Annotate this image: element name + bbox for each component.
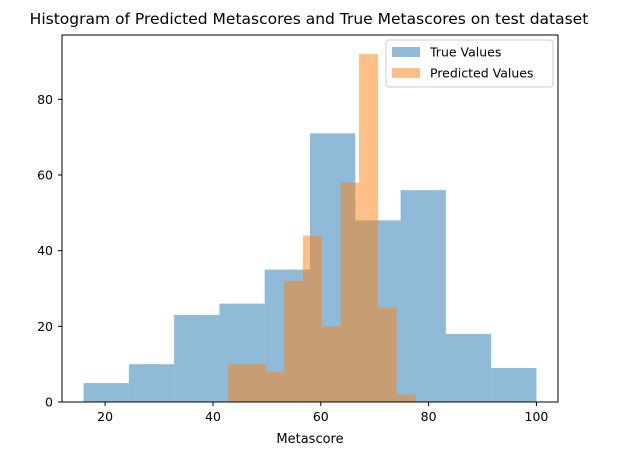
plot-frame: [61, 34, 559, 403]
chart-title: Histogram of Predicted Metascores and Tr…: [30, 10, 589, 28]
y-tick-label: 80: [37, 92, 53, 107]
bar-predicted-1: [246, 364, 266, 402]
x-axis-ticks: 20 40 60 80 100: [97, 402, 548, 424]
y-tick-label: 0: [45, 395, 53, 410]
bar-true-0: [83, 383, 129, 402]
x-tick-label: 60: [313, 409, 329, 424]
x-tick-label: 80: [421, 409, 437, 424]
bar-predicted-6: [340, 182, 360, 402]
x-axis-label: Metascore: [276, 432, 343, 447]
bar-predicted-7: [359, 53, 378, 402]
bar-true-2: [174, 314, 220, 402]
bar-predicted-0: [228, 364, 247, 402]
bar-predicted-9: [396, 394, 416, 402]
legend: True Values Predicted Values: [385, 39, 554, 88]
bar-true-7: [400, 190, 446, 402]
bar-true-1: [128, 364, 175, 402]
legend-swatch: [392, 47, 420, 57]
y-tick-label: 20: [37, 319, 53, 334]
x-tick-label: 40: [205, 409, 221, 424]
legend-label: True Values: [429, 45, 501, 60]
bar-predicted-8: [377, 307, 397, 402]
y-axis-ticks: 0 20 40 60 80: [37, 92, 62, 410]
bar-predicted-3: [284, 280, 303, 402]
legend-box: [385, 39, 554, 88]
legend-swatch: [392, 68, 420, 78]
bar-true-9: [491, 367, 537, 402]
x-tick-label: 100: [525, 409, 549, 424]
bar-true-8: [445, 333, 492, 402]
bars-layer: [83, 53, 537, 402]
y-tick-label: 60: [37, 167, 53, 182]
bar-predicted-5: [321, 326, 341, 402]
legend-label: Predicted Values: [430, 66, 534, 81]
x-tick-label: 20: [97, 409, 113, 424]
bar-predicted-2: [265, 371, 285, 402]
bar-predicted-4: [302, 235, 322, 402]
y-tick-label: 40: [37, 243, 53, 258]
